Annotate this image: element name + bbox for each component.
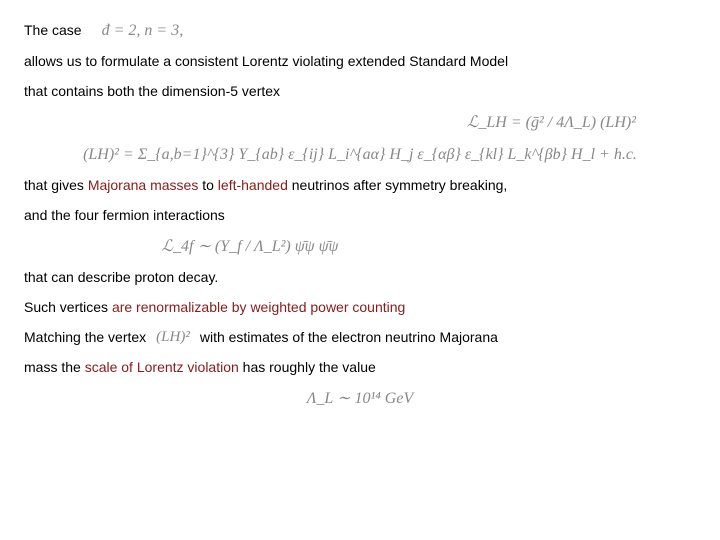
text-scale-lorentz: scale of Lorentz violation <box>85 359 239 375</box>
text-matching: Matching the vertex <box>24 328 146 348</box>
text-gives: that gives <box>24 177 88 193</box>
text-with-estimates: with estimates of the electron neutrino … <box>200 328 498 348</box>
text-case: The case <box>24 21 82 41</box>
text-neutrinos: neutrinos after symmetry breaking, <box>288 177 507 193</box>
text-left-handed: left-handed <box>218 177 288 193</box>
text-to: to <box>198 177 217 193</box>
line-majorana: that gives Majorana masses to left-hande… <box>24 176 696 196</box>
eq-lagrangian-lh: ℒ_LH = (ḡ² / 4Λ_L) (LH)² <box>24 112 696 134</box>
text-four-fermion: and the four fermion interactions <box>24 206 696 226</box>
line-renorm: Such vertices are renormalizable by weig… <box>24 298 696 318</box>
eq-lh-squared: (LH)² <box>156 327 190 348</box>
text-mass-the: mass the <box>24 359 85 375</box>
line-matching: Matching the vertex (LH)² with estimates… <box>24 327 696 348</box>
text-such-vertices: Such vertices <box>24 299 112 315</box>
eq-four-fermion: ℒ_4f ∼ (Y_f / Λ_L²) ψ̄ψ ψ̄ψ <box>24 236 696 258</box>
text-majorana-masses: Majorana masses <box>88 177 199 193</box>
text-contains: that contains both the dimension-5 verte… <box>24 82 696 102</box>
text-has-value: has roughly the value <box>239 359 376 375</box>
text-proton-decay: that can describe proton decay. <box>24 268 696 288</box>
eq-case: đ = 2, n = 3, <box>102 20 184 42</box>
line-case: The case đ = 2, n = 3, <box>24 20 696 42</box>
text-allows: allows us to formulate a consistent Lore… <box>24 52 696 72</box>
eq-scale-value: Λ_L ∼ 10¹⁴ GeV <box>24 388 696 410</box>
eq-lh-expansion: (LH)² = Σ_{a,b=1}^{3} Y_{ab} ε_{ij} L_i^… <box>24 144 696 166</box>
text-renormalizable: are renormalizable by weighted power cou… <box>112 299 405 315</box>
line-mass-scale: mass the scale of Lorentz violation has … <box>24 358 696 378</box>
